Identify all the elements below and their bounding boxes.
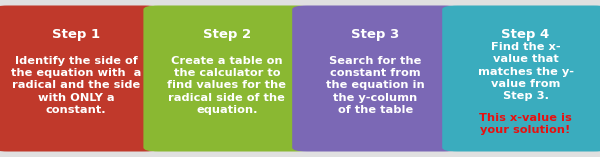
Text: Step 2: Step 2 xyxy=(203,28,251,41)
FancyBboxPatch shape xyxy=(292,5,459,152)
Text: Step 4: Step 4 xyxy=(502,28,550,41)
Text: Create a table on
the calculator to
find values for the
radical side of the
equa: Create a table on the calculator to find… xyxy=(167,56,286,115)
Text: Step 3: Step 3 xyxy=(352,28,400,41)
FancyBboxPatch shape xyxy=(442,5,600,152)
Text: This x-value is
your solution!: This x-value is your solution! xyxy=(479,113,572,135)
Text: Find the x-
value that
matches the y-
value from
Step 3.: Find the x- value that matches the y- va… xyxy=(478,42,574,101)
Polygon shape xyxy=(140,49,164,108)
Text: Search for the
constant from
the equation in
the y-column
of the table: Search for the constant from the equatio… xyxy=(326,56,425,115)
Text: Step 1: Step 1 xyxy=(52,28,100,41)
FancyBboxPatch shape xyxy=(143,5,310,152)
FancyBboxPatch shape xyxy=(0,5,160,152)
Text: Identify the side of
the equation with  a
radical and the side
with ONLY a
const: Identify the side of the equation with a… xyxy=(11,56,142,115)
Polygon shape xyxy=(439,49,463,108)
Polygon shape xyxy=(289,49,313,108)
